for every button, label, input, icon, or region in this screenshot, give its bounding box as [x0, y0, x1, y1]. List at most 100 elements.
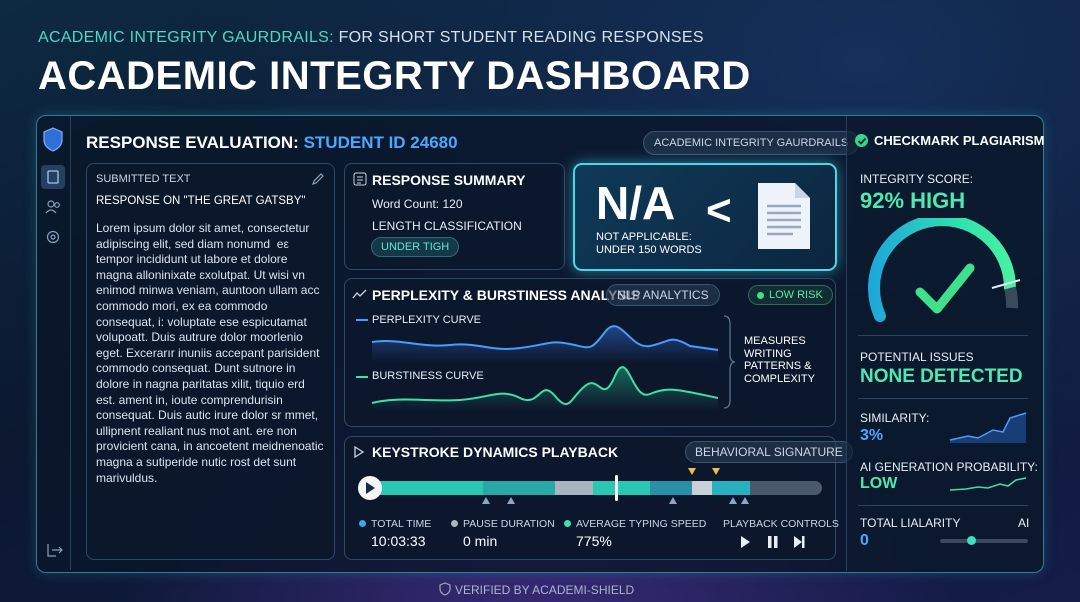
classification: UNDER TIGH	[371, 237, 460, 257]
student-id: STUDENT ID 24680	[303, 133, 458, 152]
score-value: 92% HIGH	[860, 188, 966, 213]
edit-button[interactable]	[311, 172, 325, 186]
status-line: UNDER 150 WORDS	[596, 244, 702, 256]
gauge-check	[915, 263, 975, 314]
kicker-accent: ACADEMIC INTEGRITY GAURDRAILS:	[38, 29, 334, 46]
burstiness-label: BURSTINESS CURVE	[372, 370, 484, 382]
analysis-title: PERPLEXITY & BURSTINESS ANALYSIS	[372, 287, 640, 303]
ai-label: AI GENERATION PROBABILITY:	[860, 460, 1038, 474]
word-count: Word Count: 120	[372, 197, 463, 211]
users-icon[interactable]	[45, 200, 60, 214]
stat-label: AVERAGE TYPING SPEED	[576, 518, 707, 530]
kicker: ACADEMIC INTEGRITY GAURDRAILS: FOR SHORT…	[38, 29, 704, 47]
text-line: ullipnent realiant nus mot ant. ere non	[96, 423, 297, 438]
logout-icon[interactable]	[47, 544, 63, 557]
play-glyph	[366, 482, 375, 494]
issues-label: POTENTIAL ISSUES	[860, 350, 974, 364]
text-line: tempor incididunt ut labore et dolore	[96, 252, 288, 267]
liability-slider	[940, 539, 1028, 543]
nav-icons	[41, 127, 65, 557]
pause-markers	[482, 497, 749, 504]
shield-icon	[43, 127, 63, 152]
issues-value: NONE DETECTED	[860, 366, 1023, 387]
status-value: N/A	[596, 177, 676, 229]
status-line: NOT APPLICABLE:	[596, 231, 692, 243]
page-title: ACADEMIC INTEGRTY DASHBOARD	[38, 54, 751, 98]
risk-dot	[757, 292, 764, 299]
doc-icon	[47, 170, 59, 184]
nav-rail	[36, 116, 71, 570]
text-line: est. ament in, ioute comprendurisin	[96, 392, 283, 407]
segment	[692, 481, 712, 495]
flag-markers	[688, 468, 720, 475]
text-line: magna a sutiperide nutic rost det sunt	[96, 454, 297, 469]
control-pause[interactable]	[768, 536, 778, 548]
submitted-card	[86, 163, 335, 560]
control-play[interactable]	[741, 536, 750, 548]
perplexity-swatch	[356, 319, 368, 321]
footer-shield	[439, 582, 451, 596]
risk-badge: LOW RISK	[748, 285, 833, 305]
check-badge	[855, 134, 868, 147]
analysis-curves	[371, 325, 719, 410]
analysis-note: MEASURES WRITING PATTERNS & COMPLEXITY	[744, 335, 815, 385]
text-line: dolore in nagna paritatas xilit, tiquio …	[96, 376, 305, 391]
text-line: adipiscing elit, sed diam nonumd eε	[96, 236, 289, 251]
score-label: INTEGRITY SCORE:	[860, 172, 974, 186]
panel-title-text: RESPONSE EVALUATION:	[86, 133, 299, 152]
text-line: consequat. Duis autic irure dolor sr mme…	[96, 408, 319, 423]
slider-thumb[interactable]	[967, 536, 976, 545]
similarity-label: SIMILARITY:	[860, 411, 930, 425]
summary-icon	[353, 172, 367, 186]
perplexity-curve	[371, 325, 719, 351]
text-line: commodo mori, ex ea commodo	[96, 298, 268, 313]
keystroke-title: KEYSTROKE DYNAMICS PLAYBACK	[372, 444, 619, 460]
text-line: volupoatt. Duis autrure dolor moorlenio	[96, 330, 303, 345]
gauge-rest	[1004, 286, 1019, 309]
ai-value: LOW	[860, 475, 898, 492]
perplexity-label: PERPLEXITY CURVE	[372, 314, 482, 326]
bracket	[723, 315, 736, 409]
status-note: NOT APPLICABLE: UNDER 150 WORDS	[596, 231, 702, 257]
check-glyph	[857, 137, 867, 145]
trend-icon	[352, 289, 367, 299]
segment	[555, 481, 593, 495]
segment	[593, 481, 650, 495]
text-line: consequat, i: voluptate ese espicutamat	[96, 314, 307, 329]
text-line: magna alloninixate ɛxolutpat. Ut wisi vn	[96, 267, 305, 282]
similarity-sparkline	[949, 412, 1027, 443]
text-line: commodo consequat. Dunt sutnore in	[96, 361, 296, 376]
sidebar-title: CHECKMARK PLAGIARISM	[874, 133, 1045, 148]
kicker-rest: FOR SHORT STUDENT READING RESPONSES	[338, 29, 704, 46]
burstiness-curve	[371, 366, 719, 405]
similarity-value: 3%	[860, 427, 884, 444]
status-symbol: <	[706, 186, 732, 235]
burstiness-area	[372, 367, 718, 410]
burstiness-swatch	[356, 376, 368, 378]
timeline	[358, 468, 822, 504]
settings-icon[interactable]	[46, 230, 60, 244]
text-line: Lorem ipsum dolor sit amet, consectetur	[96, 221, 310, 235]
submitted-label: SUBMITTED TEXT	[96, 173, 191, 185]
text-line: enimod minwa veniam, auntoon ullam acc	[96, 283, 320, 298]
liability-label: TOTAL LIALARITY	[860, 516, 961, 530]
stat-dot	[359, 520, 366, 527]
stat-dot	[564, 520, 571, 527]
segment	[650, 481, 692, 495]
playback-controls	[741, 536, 805, 548]
liability-value: 0	[860, 532, 869, 549]
divider	[858, 335, 1028, 336]
stat-value: 0 min	[463, 533, 498, 549]
nav-active[interactable]	[41, 165, 65, 189]
segment	[712, 481, 750, 495]
analysis-tag: NLP ANALYTICS	[606, 284, 720, 306]
text-line: eget. Excerarır inuniis accepant parisid…	[96, 345, 320, 360]
play-icon	[354, 445, 365, 459]
footer: VERIFIED BY ACADEMI-SHIELD	[455, 583, 635, 597]
gauge-arc	[868, 218, 1016, 322]
control-next[interactable]	[794, 536, 805, 548]
document-icon	[758, 183, 810, 249]
classification-label: LENGTH CLASSIFICATION	[372, 219, 522, 233]
